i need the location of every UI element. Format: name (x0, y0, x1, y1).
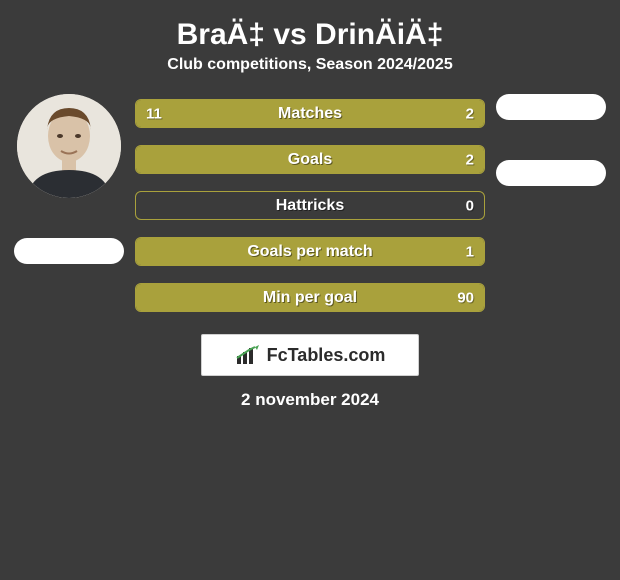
footer-date: 2 november 2024 (0, 390, 620, 410)
bar-label: Goals (136, 151, 484, 169)
player-left-avatar (17, 94, 121, 198)
comparison-card: BraÄ‡ vs DrinÄiÄ‡ Club competitions, Sea… (0, 0, 620, 430)
player-right-col (495, 94, 607, 186)
bar-label: Matches (136, 105, 484, 123)
player-right-name-pill-1 (496, 94, 606, 120)
bars-column: 112Matches 2Goals 0Hattricks 1Goals per mat… (135, 94, 485, 312)
page-title: BraÄ‡ vs DrinÄiÄ‡ (0, 18, 620, 52)
stat-bar: 112Matches (135, 99, 485, 128)
bar-label: Goals per match (136, 243, 484, 261)
stat-bar: 0Hattricks (135, 191, 485, 220)
stat-bar: 2Goals (135, 145, 485, 174)
player-right-name-pill-2 (496, 160, 606, 186)
bar-label: Min per goal (136, 289, 484, 307)
stat-bar: 1Goals per match (135, 237, 485, 266)
bar-label: Hattricks (136, 197, 484, 215)
page-subtitle: Club competitions, Season 2024/2025 (0, 56, 620, 74)
logo-chart-icon (235, 344, 261, 366)
player-left-name-pill (14, 238, 124, 264)
content-row: 112Matches 2Goals 0Hattricks 1Goals per mat… (0, 94, 620, 312)
avatar-icon (17, 94, 121, 198)
stat-bar: 90Min per goal (135, 283, 485, 312)
logo-box: FcTables.com (201, 334, 419, 376)
logo-text: FcTables.com (267, 345, 386, 366)
player-left-col (13, 94, 125, 264)
